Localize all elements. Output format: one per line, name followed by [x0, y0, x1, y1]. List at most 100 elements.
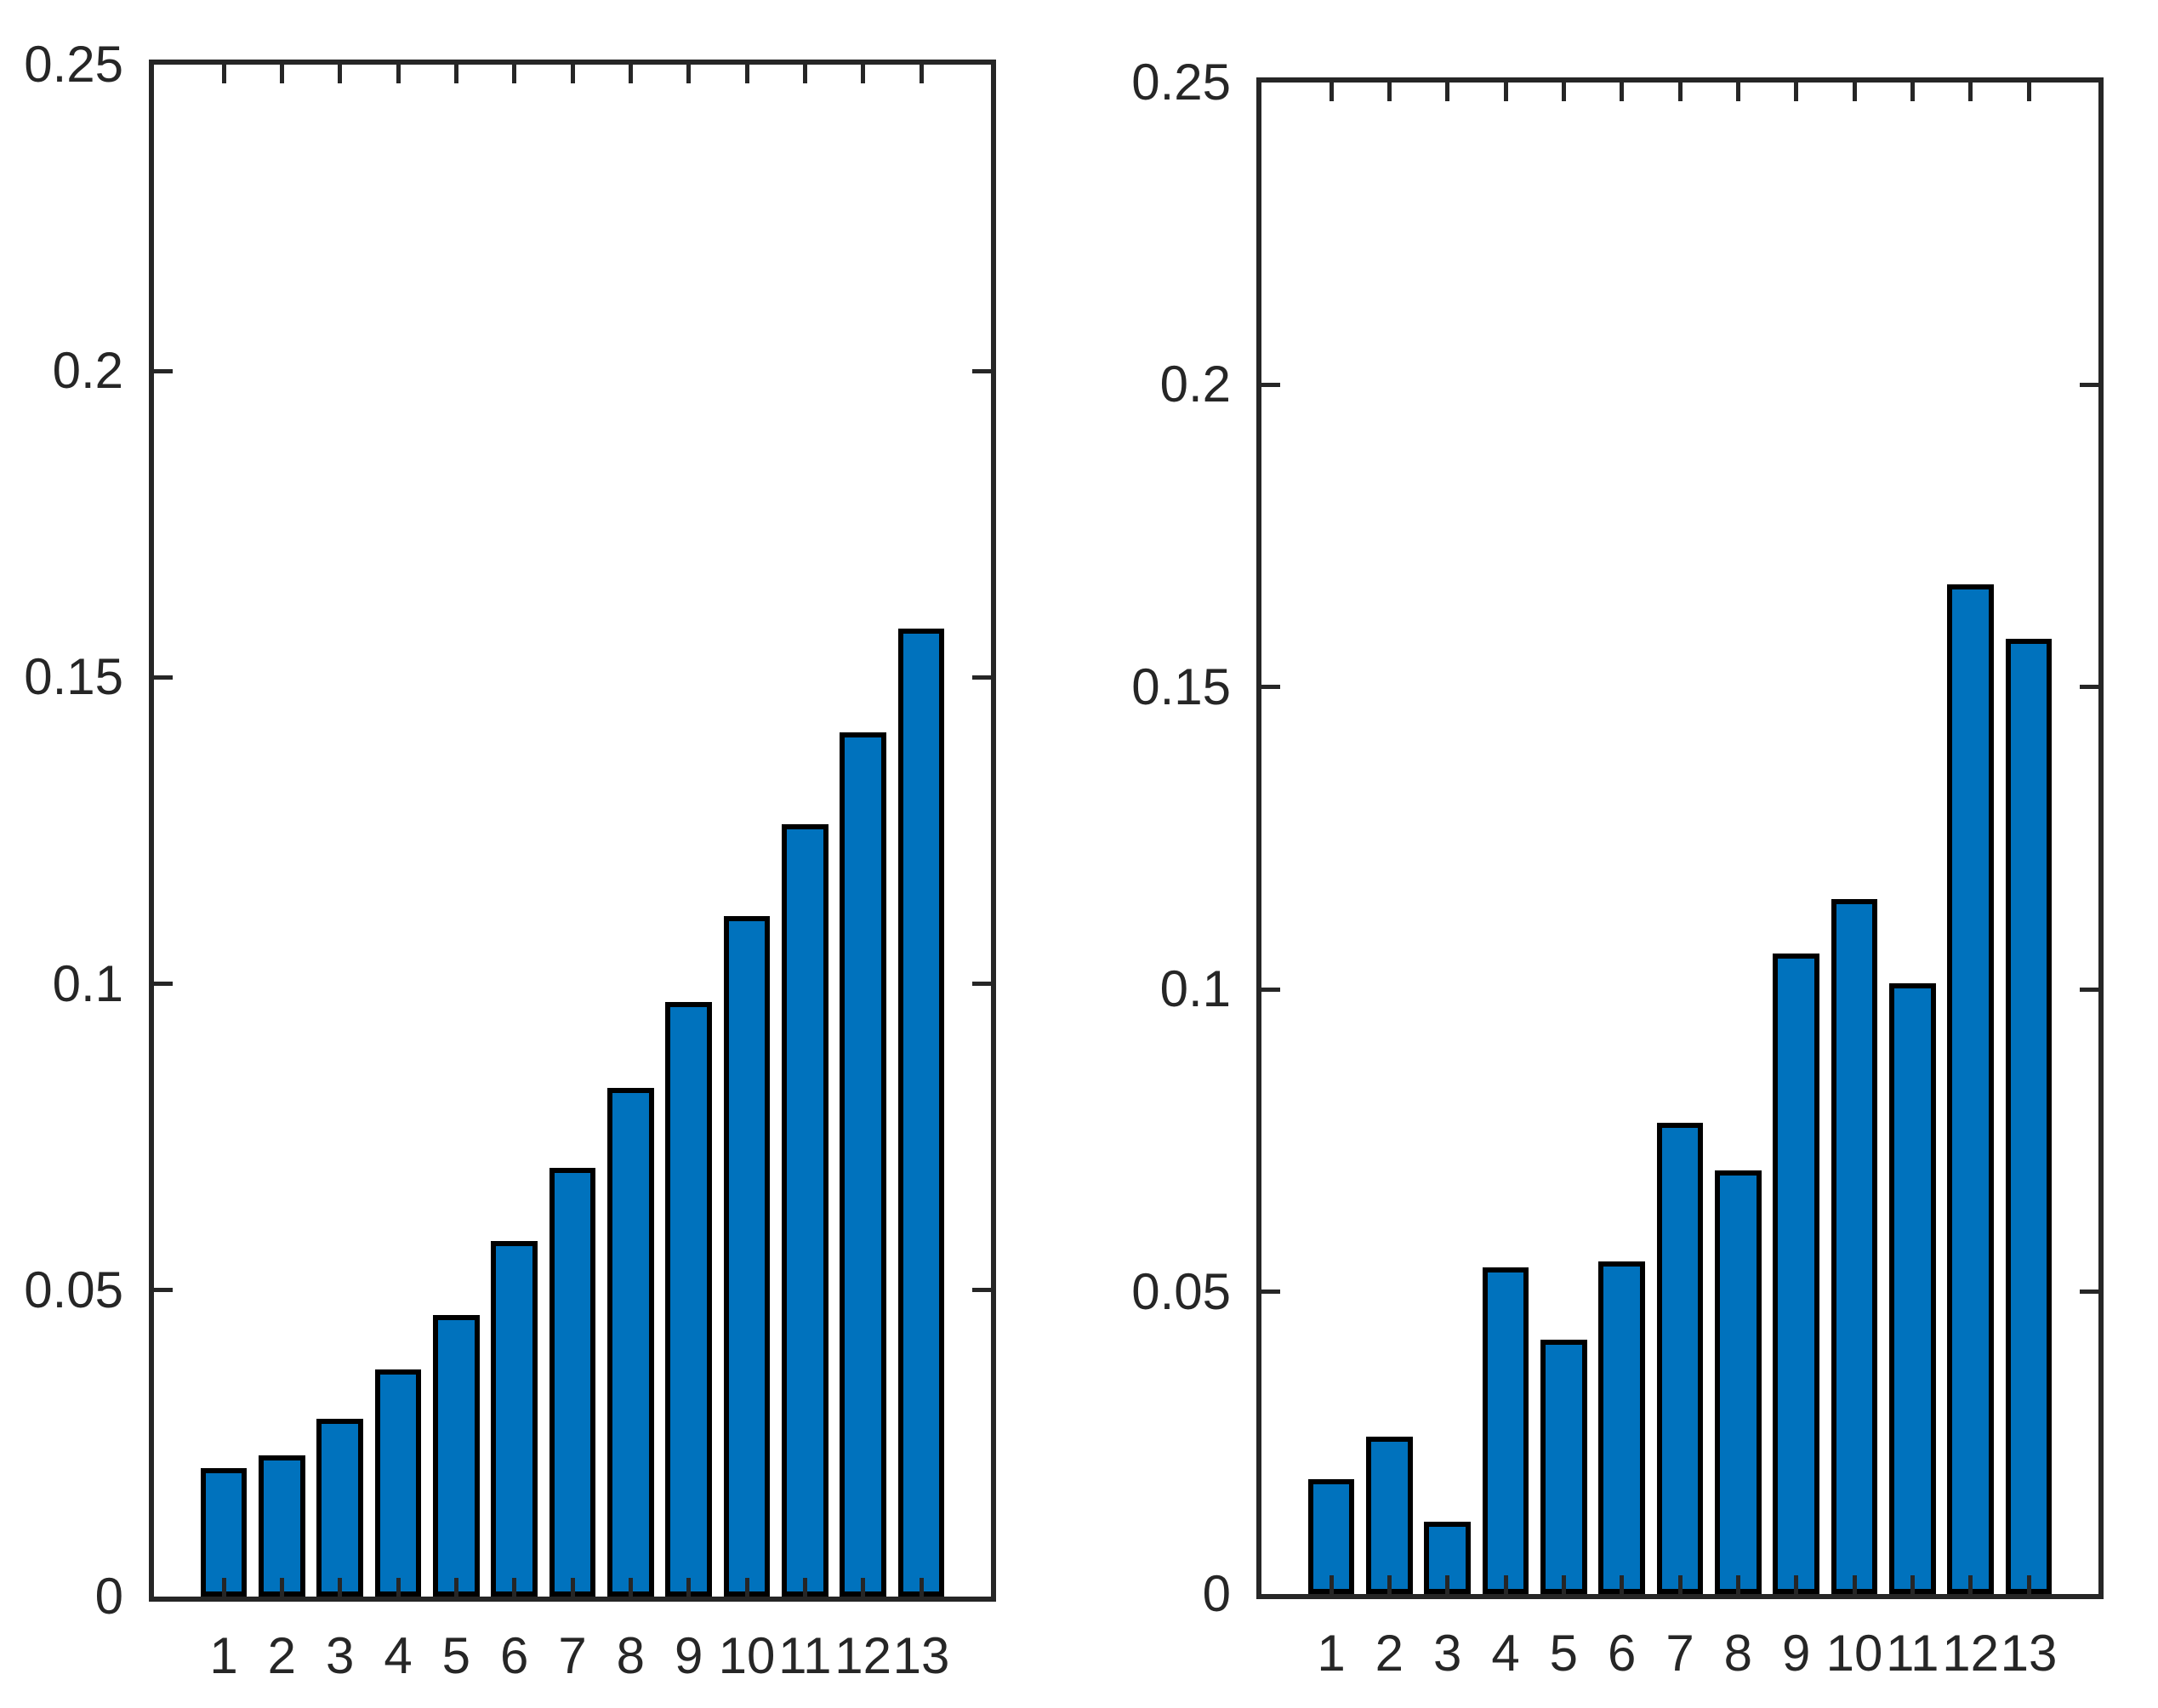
x-axis-tick [1445, 1575, 1450, 1594]
bar [782, 824, 828, 1597]
bar [1540, 1340, 1587, 1594]
x-axis-tick-top [1386, 83, 1392, 101]
x-axis-tick [1329, 1575, 1334, 1594]
y-tick-label: 0.2 [1159, 356, 1231, 413]
x-axis-tick-top [2026, 83, 2031, 101]
x-axis-tick-top [686, 65, 692, 83]
y-axis-tick [1261, 382, 1280, 387]
x-tick-label: 11 [778, 1627, 832, 1684]
bar [1366, 1437, 1413, 1594]
y-axis-tick-right [2080, 1290, 2098, 1295]
x-axis-tick-top [744, 65, 749, 83]
x-axis-tick [338, 1578, 343, 1597]
bar [1482, 1267, 1529, 1594]
x-axis-tick-top [396, 65, 401, 83]
x-tick-label: 13 [892, 1627, 950, 1684]
x-axis-tick [1910, 1575, 1915, 1594]
y-tick-label: 0.15 [24, 648, 123, 706]
x-axis-tick-top [570, 65, 575, 83]
x-axis-tick-top [1968, 83, 1973, 101]
x-axis-tick-top [802, 65, 807, 83]
y-axis-tick [154, 675, 173, 680]
bar [607, 1088, 654, 1597]
y-axis-tick-right [2080, 382, 2098, 387]
x-axis-tick [1794, 1575, 1799, 1594]
x-tick-label: 3 [1432, 1625, 1462, 1682]
bar [433, 1314, 480, 1597]
x-axis-tick-top [221, 65, 226, 83]
x-axis-tick [1561, 1575, 1566, 1594]
y-tick-label: 0.2 [52, 342, 123, 400]
x-axis-tick-top [512, 65, 517, 83]
x-tick-label: 9 [1781, 1625, 1811, 1682]
x-tick-label: 2 [1375, 1625, 1404, 1682]
y-axis-tick-right [972, 982, 991, 987]
x-tick-label: 2 [267, 1627, 297, 1684]
x-axis-tick [453, 1578, 458, 1597]
x-axis-tick [512, 1578, 517, 1597]
y-axis-tick [154, 982, 173, 987]
x-axis-tick-top [453, 65, 458, 83]
bar [665, 1002, 712, 1597]
x-axis-tick [1503, 1575, 1508, 1594]
bar [897, 628, 945, 1597]
bar [374, 1369, 422, 1597]
x-axis-tick-top [628, 65, 633, 83]
x-axis-tick [1968, 1575, 1973, 1594]
x-tick-label: 4 [1491, 1625, 1520, 1682]
x-axis-tick [396, 1578, 401, 1597]
x-tick-label: 6 [499, 1627, 529, 1684]
x-tick-label: 1 [209, 1627, 238, 1684]
x-tick-label: 1 [1317, 1625, 1346, 1682]
y-tick-label: 0 [1202, 1565, 1231, 1622]
bar [1715, 1170, 1762, 1594]
y-tick-label: 0.1 [1159, 960, 1231, 1018]
bar [1656, 1122, 1704, 1594]
y-axis-tick [154, 368, 173, 373]
x-axis-tick [919, 1578, 924, 1597]
bar [2005, 638, 2053, 1594]
x-tick-label: 13 [2000, 1625, 2058, 1682]
plot-box [149, 60, 996, 1602]
x-tick-label: 8 [1723, 1625, 1753, 1682]
bar [491, 1241, 538, 1597]
x-axis-tick-top [1503, 83, 1508, 101]
bar [259, 1455, 305, 1597]
x-tick-label: 8 [616, 1627, 646, 1684]
x-axis-tick [221, 1578, 226, 1597]
y-tick-label: 0.25 [24, 36, 123, 93]
x-tick-label: 3 [325, 1627, 355, 1684]
x-axis-tick [861, 1578, 866, 1597]
plot-area [1261, 83, 2098, 1594]
y-tick-label: 0.25 [1131, 54, 1231, 111]
x-axis-tick-top [279, 65, 284, 83]
x-axis-tick-top [1677, 83, 1683, 101]
x-tick-label: 9 [674, 1627, 703, 1684]
x-axis-tick [1735, 1575, 1740, 1594]
x-axis-tick-top [1329, 83, 1334, 101]
x-axis-tick [802, 1578, 807, 1597]
x-axis-tick [1677, 1575, 1683, 1594]
x-axis-tick [628, 1578, 633, 1597]
x-axis-tick-top [1910, 83, 1915, 101]
y-tick-label: 0.15 [1131, 658, 1231, 715]
x-tick-label: 7 [558, 1627, 587, 1684]
plot-area [154, 65, 991, 1597]
x-axis-tick-top [1852, 83, 1857, 101]
y-tick-label: 0.05 [24, 1261, 123, 1318]
x-axis-tick-top [338, 65, 343, 83]
y-axis-tick-right [2080, 685, 2098, 690]
x-tick-label: 4 [384, 1627, 413, 1684]
x-axis-tick-top [861, 65, 866, 83]
x-tick-label: 10 [718, 1627, 776, 1684]
bar [1889, 983, 1936, 1594]
x-axis-tick [1620, 1575, 1625, 1594]
y-tick-label: 0.1 [52, 954, 123, 1012]
x-tick-label: 5 [441, 1627, 471, 1684]
y-axis-tick [1261, 1290, 1280, 1295]
x-tick-label: 11 [1886, 1625, 1939, 1682]
y-axis-tick-right [972, 368, 991, 373]
bar [1773, 953, 1819, 1594]
